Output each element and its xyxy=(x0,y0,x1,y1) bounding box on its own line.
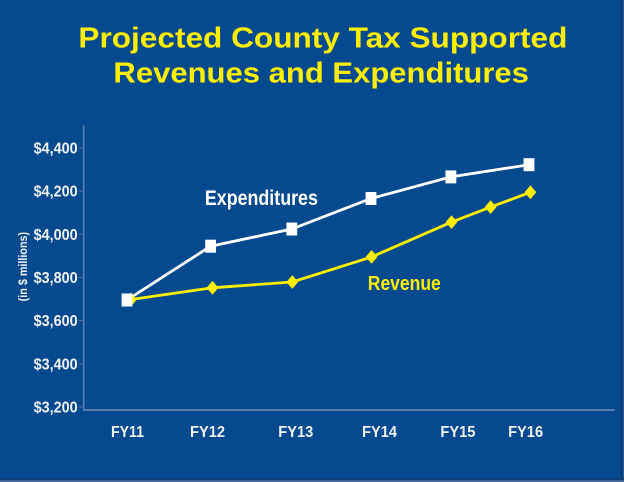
svg-text:$4,400: $4,400 xyxy=(34,141,78,158)
svg-text:$3,200: $3,200 xyxy=(34,400,78,417)
svg-text:$4,200: $4,200 xyxy=(34,184,78,201)
svg-text:$3,400: $3,400 xyxy=(34,356,78,373)
svg-text:Projected County Tax Supported: Projected County Tax Supported xyxy=(78,23,567,55)
svg-text:(in $ millions): (in $ millions) xyxy=(16,232,30,302)
svg-text:Revenue: Revenue xyxy=(368,272,441,295)
svg-text:FY15: FY15 xyxy=(440,424,475,441)
svg-text:$4,000: $4,000 xyxy=(34,227,78,244)
svg-text:Expenditures: Expenditures xyxy=(205,187,318,210)
svg-text:FY11: FY11 xyxy=(111,424,144,441)
svg-text:FY14: FY14 xyxy=(362,424,397,441)
svg-text:FY13: FY13 xyxy=(278,424,313,441)
svg-text:Revenues and Expenditures: Revenues and Expenditures xyxy=(113,58,529,90)
svg-text:$3,600: $3,600 xyxy=(34,313,78,330)
svg-text:FY12: FY12 xyxy=(190,424,225,441)
svg-text:FY16: FY16 xyxy=(508,424,543,441)
svg-text:$3,800: $3,800 xyxy=(34,270,78,287)
